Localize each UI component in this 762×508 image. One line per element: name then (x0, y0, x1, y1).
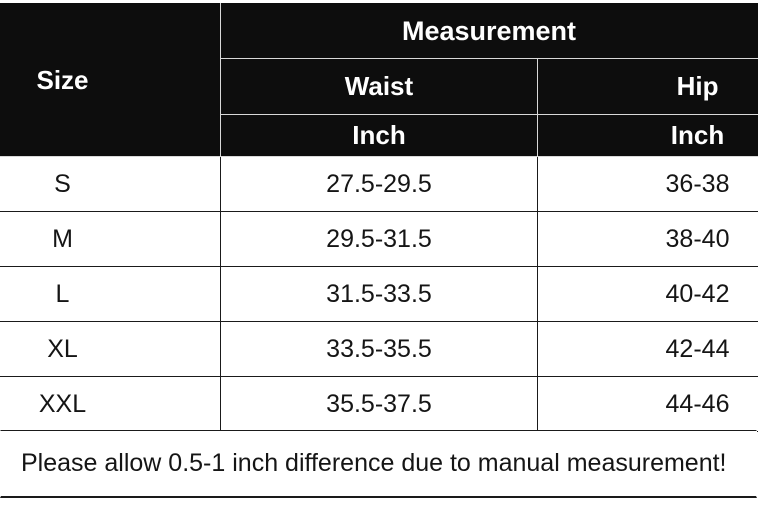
header-label-waist-unit: Inch (352, 120, 406, 150)
table-row: M 29.5-31.5 38-40 (0, 211, 759, 267)
cell-hip: 38-40 (536, 211, 759, 267)
table-row: S 27.5-29.5 36-38 (0, 156, 759, 212)
header-label-hip: Hip (676, 71, 719, 101)
header-cell-size: Size (0, 3, 221, 157)
cell-size-value: L (55, 279, 70, 308)
cell-size: M (0, 211, 221, 267)
header-cell-measurement: Measurement (219, 3, 759, 59)
table-body: S 27.5-29.5 36-38 M 29.5-31.5 38-40 (0, 156, 759, 432)
cell-hip-value: 42-44 (665, 334, 730, 363)
cell-size-value: M (52, 224, 73, 253)
cell-hip: 42-44 (536, 321, 759, 377)
cell-waist: 33.5-35.5 (220, 321, 538, 377)
cell-size-value: XL (47, 334, 78, 363)
footer-note-row: Please allow 0.5-1 inch difference due t… (0, 430, 757, 498)
cell-waist-value: 35.5-37.5 (326, 389, 432, 418)
header-row-parts: Waist Hip (1, 58, 759, 115)
cell-hip-value: 36-38 (665, 169, 730, 198)
header-row-measurement: Size Measurement (0, 3, 759, 157)
cell-hip: 40-42 (536, 266, 759, 322)
cell-waist-value: 27.5-29.5 (326, 169, 432, 198)
table-header: Size Measurement Waist Hip Inch (0, 3, 759, 157)
cell-hip: 36-38 (536, 156, 759, 212)
header-cell-hip-unit: Inch (536, 114, 759, 157)
cell-size-value: S (54, 169, 71, 198)
table-row: XXL 35.5-37.5 44-46 (0, 376, 759, 432)
cell-size: XL (0, 321, 221, 377)
table-row: L 31.5-33.5 40-42 (0, 266, 759, 322)
table-row: XL 33.5-35.5 42-44 (0, 321, 759, 377)
header-label-size: Size (36, 64, 89, 95)
cell-size: S (0, 156, 221, 212)
header-label-hip-unit: Inch (670, 120, 725, 150)
cell-waist-value: 29.5-31.5 (326, 224, 432, 253)
size-chart-table: Size Measurement Waist Hip Inch (0, 3, 759, 432)
cell-waist-value: 33.5-35.5 (326, 334, 432, 363)
footer-note-text: Please allow 0.5-1 inch difference due t… (21, 449, 727, 477)
header-label-waist: Waist (344, 71, 414, 101)
cell-waist: 27.5-29.5 (220, 156, 538, 212)
header-cell-waist-unit: Inch (220, 114, 538, 157)
cell-hip-value: 44-46 (665, 389, 730, 418)
header-cell-waist: Waist (220, 58, 538, 115)
cell-waist-value: 31.5-33.5 (326, 279, 432, 308)
cell-hip-value: 40-42 (665, 279, 730, 308)
header-label-measurement: Measurement (401, 15, 577, 46)
cell-waist: 31.5-33.5 (220, 266, 538, 322)
cell-size: L (0, 266, 221, 322)
cell-hip-value: 38-40 (665, 224, 730, 253)
cell-waist: 29.5-31.5 (220, 211, 538, 267)
cell-hip: 44-46 (536, 376, 759, 432)
cell-waist: 35.5-37.5 (220, 376, 538, 432)
cell-size-value: XXL (38, 389, 87, 418)
cell-size: XXL (0, 376, 221, 432)
header-cell-hip: Hip (536, 58, 759, 115)
